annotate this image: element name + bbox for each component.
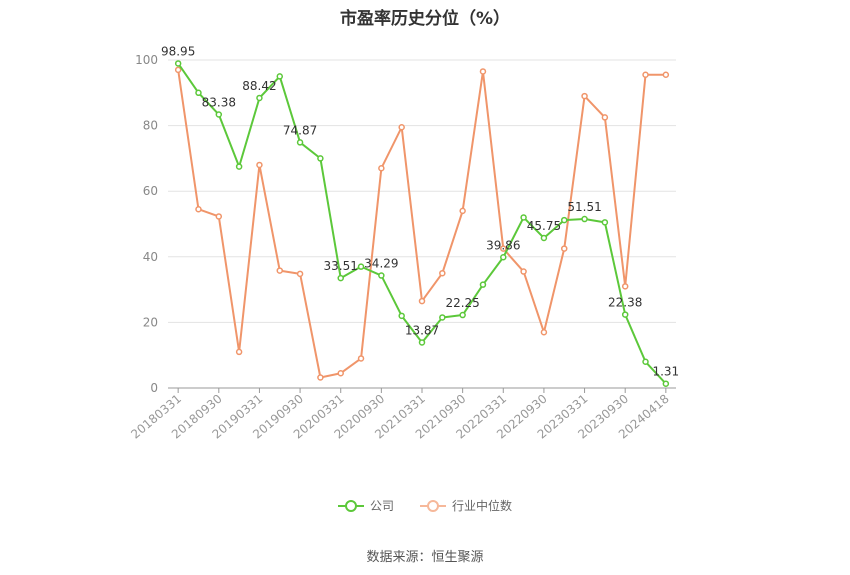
- data-point-industry-median: [581, 92, 588, 100]
- data-label-company: 34.29: [364, 257, 398, 271]
- data-point-company: [337, 274, 344, 282]
- data-label-company: 22.25: [445, 296, 479, 310]
- data-point-company: [540, 234, 548, 242]
- legend-item-company[interactable]: 公司: [337, 497, 394, 514]
- data-point-industry-median: [357, 355, 365, 362]
- data-point-industry-median: [540, 328, 548, 336]
- data-point-industry-median: [459, 207, 466, 215]
- data-label-company: 83.38: [202, 96, 236, 110]
- data-point-industry-median: [439, 269, 446, 277]
- data-point-company: [215, 111, 223, 118]
- y-tick-label: 100: [135, 53, 158, 67]
- data-point-company: [296, 139, 304, 146]
- data-label-company: 39.86: [486, 238, 520, 252]
- data-point-industry-median: [276, 267, 284, 274]
- legend-line-circle-icon: [337, 499, 364, 513]
- data-point-industry-median: [235, 348, 243, 356]
- data-point-company: [621, 311, 629, 318]
- data-point-industry-median: [215, 213, 223, 220]
- legend-label-industry-median: 行业中位数: [452, 499, 513, 513]
- data-point-industry-median: [317, 374, 324, 381]
- data-point-company: [601, 219, 609, 226]
- data-point-industry-median: [601, 114, 609, 121]
- data-point-industry-median: [195, 205, 202, 213]
- data-point-company: [662, 380, 670, 387]
- data-point-company: [256, 94, 263, 102]
- data-point-industry-median: [500, 245, 507, 252]
- data-point-company: [357, 263, 365, 270]
- chart-title: 市盈率历史分位（%）: [339, 9, 511, 29]
- data-point-industry-median: [256, 161, 263, 169]
- data-point-industry-median: [378, 164, 385, 172]
- data-point-company: [398, 312, 405, 320]
- data-point-company: [418, 339, 426, 346]
- y-tick-label: 0: [150, 381, 158, 395]
- legend-line-circle-icon: [420, 499, 446, 513]
- y-tick-label: 20: [143, 315, 158, 329]
- data-point-company: [378, 272, 385, 279]
- legend: 公司 行业中位数: [0, 497, 850, 514]
- data-point-industry-median: [560, 245, 568, 252]
- data-point-company: [235, 163, 243, 170]
- data-point-company: [276, 73, 284, 80]
- y-tick-label: 60: [143, 184, 158, 198]
- data-label-company: 74.87: [283, 123, 317, 137]
- data-point-company: [560, 216, 568, 224]
- data-point-company: [500, 254, 507, 261]
- data-point-company: [642, 358, 649, 366]
- data-point-industry-median: [398, 123, 405, 131]
- y-tick-label: 40: [143, 250, 158, 264]
- data-label-company: 13.87: [405, 324, 439, 338]
- data-point-company: [317, 155, 324, 162]
- data-point-industry-median: [642, 71, 649, 79]
- data-point-industry-median: [662, 71, 670, 79]
- data-point-industry-median: [174, 66, 182, 74]
- data-point-industry-median: [337, 369, 344, 377]
- data-point-industry-median: [621, 283, 629, 290]
- data-point-company: [439, 314, 446, 321]
- data-point-company: [581, 215, 588, 223]
- legend-label-company: 公司: [369, 499, 394, 513]
- data-label-company: 22.38: [608, 296, 642, 310]
- data-point-industry-median: [479, 68, 487, 75]
- data-point-industry-median: [418, 297, 426, 305]
- data-source-note: 数据来源：恒生聚源: [366, 550, 484, 565]
- data-point-company: [520, 214, 527, 221]
- y-tick-label: 80: [143, 119, 158, 133]
- data-point-company: [174, 60, 182, 67]
- data-label-company: 1.31: [652, 365, 679, 379]
- data-point-industry-median: [296, 270, 304, 278]
- legend-item-industry-median[interactable]: 行业中位数: [420, 497, 512, 514]
- data-label-company: 51.51: [567, 200, 601, 214]
- data-point-company: [195, 89, 202, 97]
- data-label-company: 45.75: [527, 219, 561, 233]
- data-point-company: [459, 311, 466, 319]
- data-point-industry-median: [520, 268, 527, 275]
- data-label-company: 88.42: [242, 79, 276, 93]
- data-label-company: 33.51: [324, 259, 358, 273]
- data-label-company: 98.95: [161, 44, 195, 58]
- data-point-company: [479, 281, 487, 288]
